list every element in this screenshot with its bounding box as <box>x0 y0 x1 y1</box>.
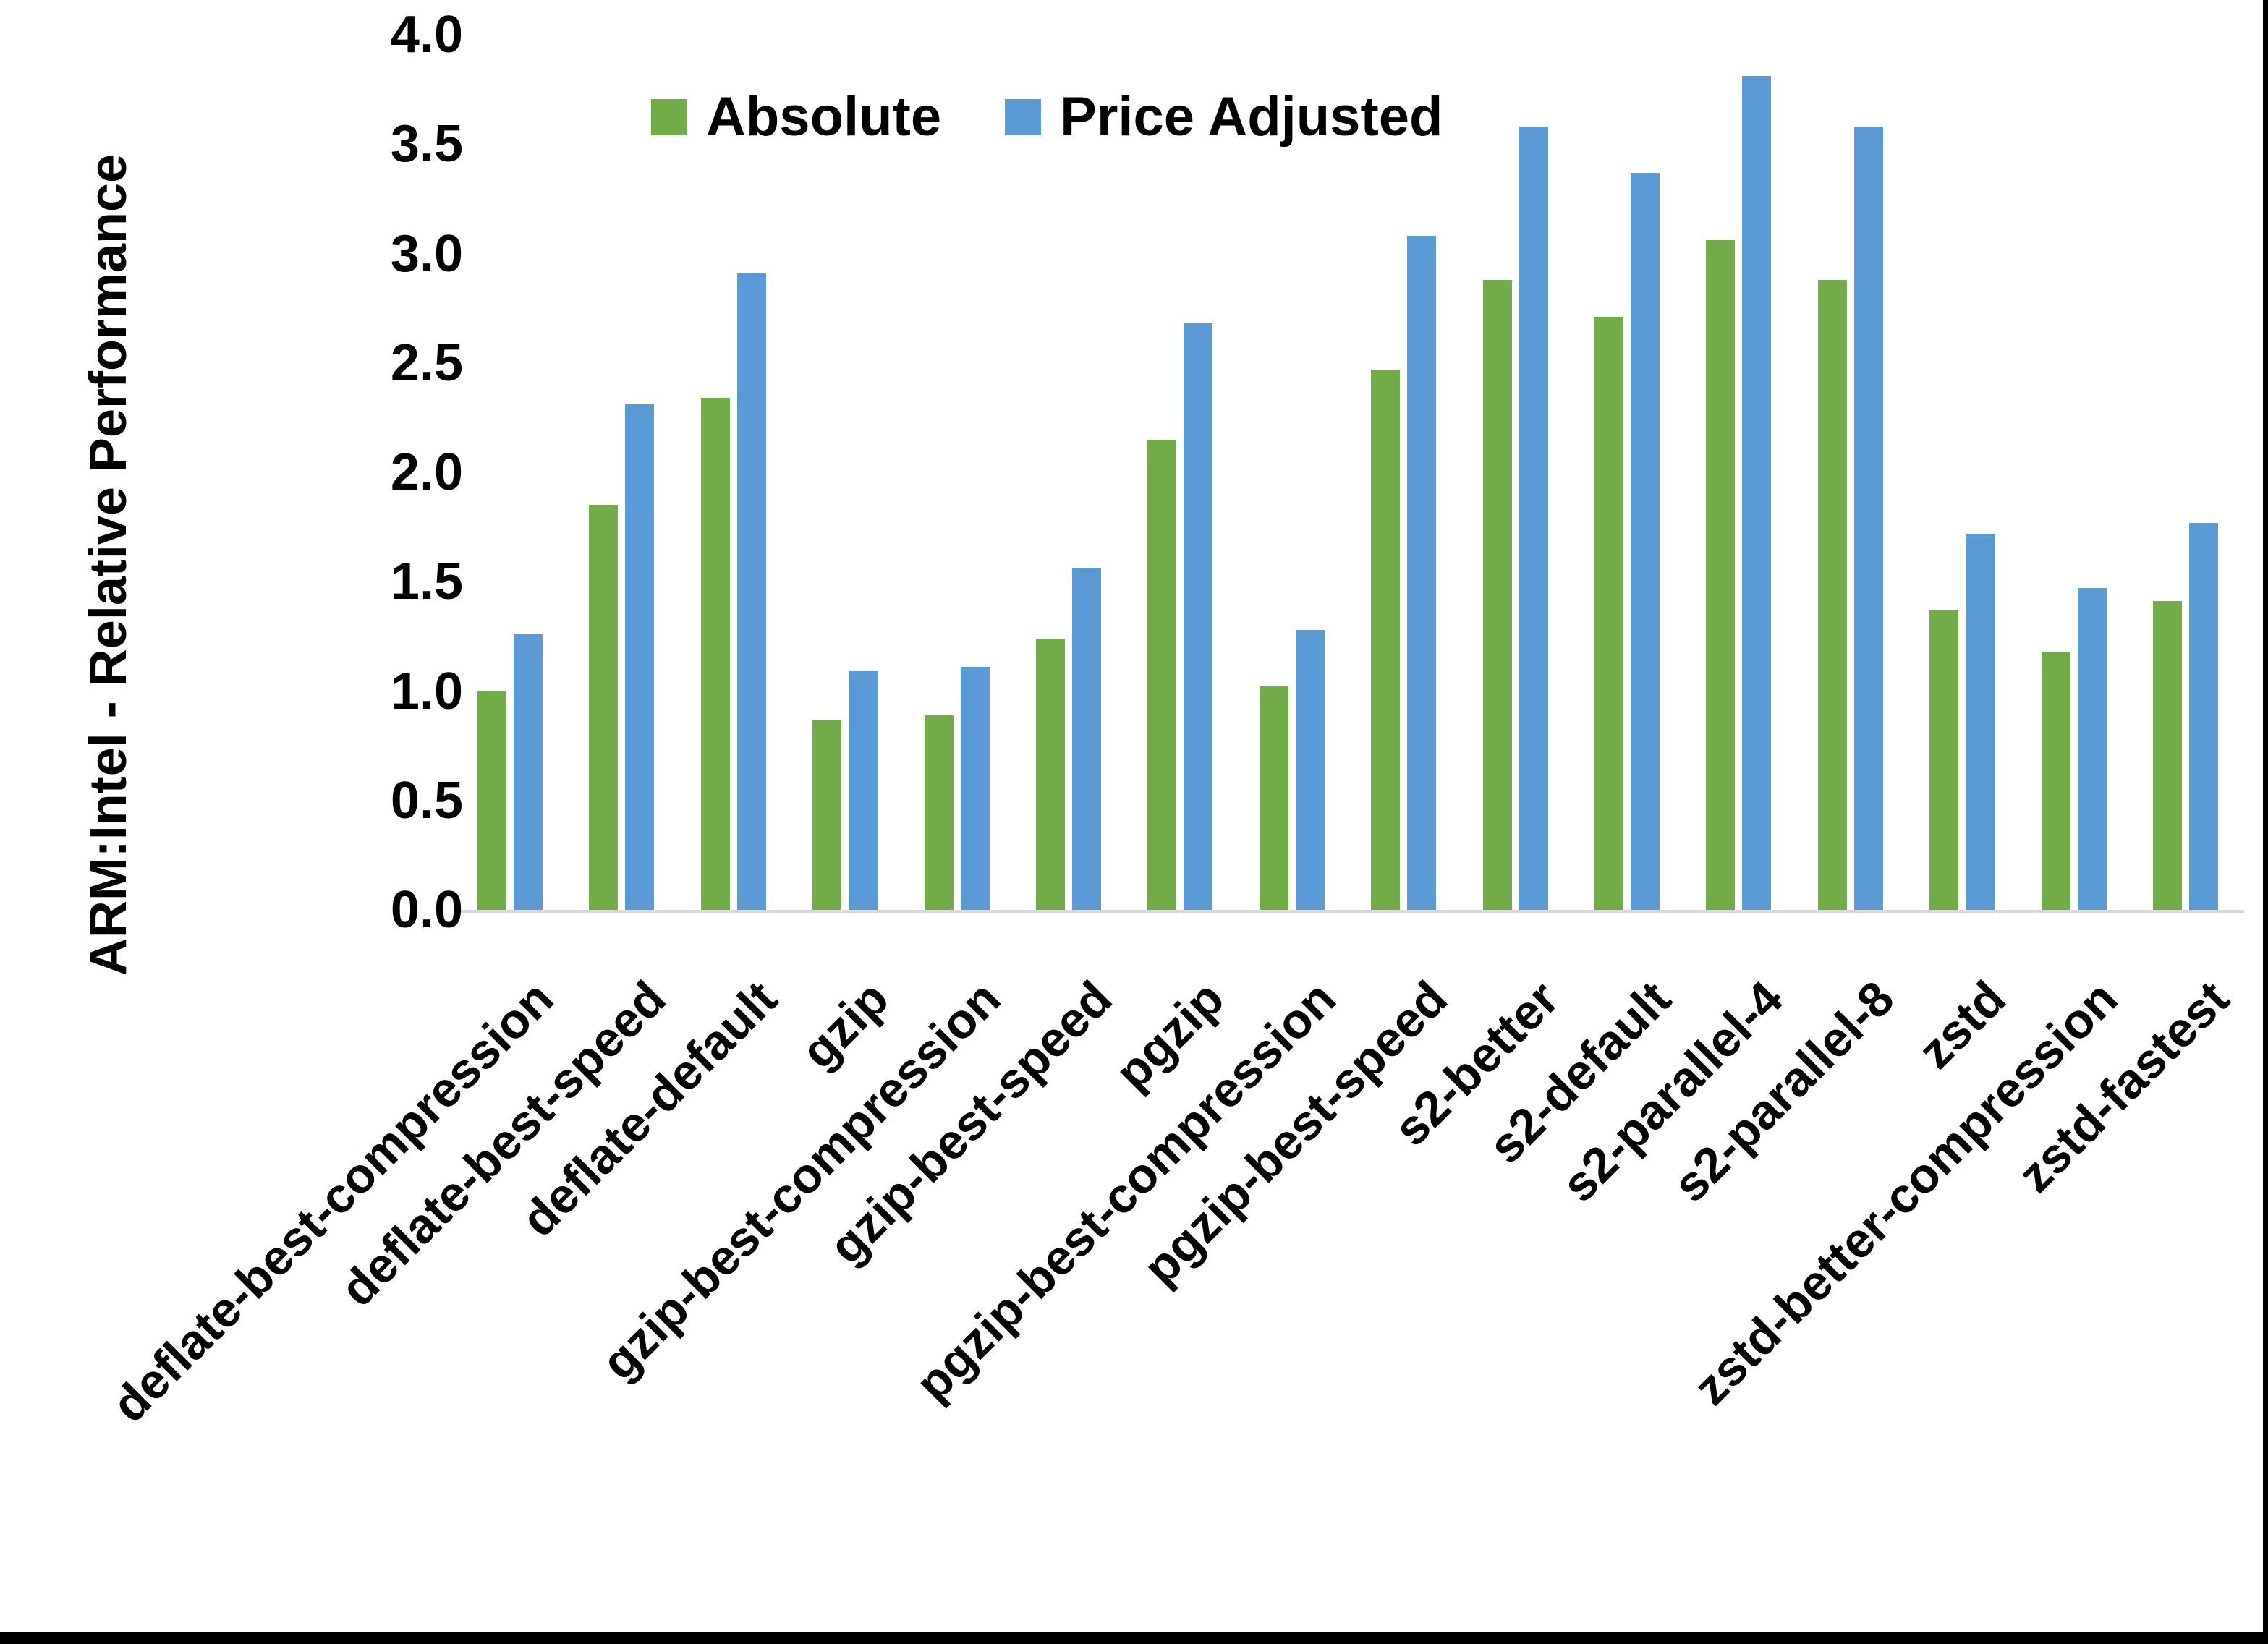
bar-price-adjusted-gzip <box>849 671 878 910</box>
legend-label-absolute: Absolute <box>706 86 942 148</box>
bar-absolute-deflate-best-compression <box>477 691 506 910</box>
bar-absolute-gzip <box>812 719 842 910</box>
bar-price-adjusted-s2-parallel-4 <box>1742 76 1772 910</box>
y-tick-label-1.0: 1.0 <box>390 662 463 720</box>
bar-absolute-s2-default <box>1594 317 1623 910</box>
bar-price-adjusted-gzip-best-speed <box>1072 568 1101 910</box>
bar-price-adjusted-s2-default <box>1631 172 1660 910</box>
bar-absolute-zstd-better-compression <box>2041 652 2070 910</box>
bar-absolute-pgzip-best-speed <box>1371 369 1401 910</box>
bar-absolute-zstd <box>1929 610 1959 910</box>
bar-absolute-pgzip <box>1147 439 1177 910</box>
x-tick-label-deflate-best-compression: deflate-best-compression <box>101 971 564 1434</box>
y-tick-label-2.5: 2.5 <box>390 333 463 392</box>
legend-swatch-absolute-icon <box>651 98 687 135</box>
legend-item-price-adjusted: Price Adjusted <box>1005 85 1443 148</box>
bar-absolute-s2-parallel-8 <box>1817 279 1847 910</box>
y-tick-label-0.5: 0.5 <box>390 771 463 830</box>
screenshot-right-edge <box>2263 0 2268 1644</box>
bar-price-adjusted-pgzip-best-speed <box>1407 236 1437 910</box>
bar-price-adjusted-zstd <box>1966 533 1995 910</box>
bar-absolute-s2-parallel-4 <box>1706 240 1736 910</box>
bar-price-adjusted-deflate-best-compression <box>514 634 543 910</box>
y-tick-label-0.0: 0.0 <box>390 881 463 939</box>
y-tick-label-4.0: 4.0 <box>390 6 463 64</box>
y-tick-label-1.5: 1.5 <box>390 553 463 611</box>
bar-price-adjusted-deflate-best-speed <box>625 404 655 910</box>
legend-item-absolute: Absolute <box>651 85 941 148</box>
bar-price-adjusted-s2-better <box>1519 127 1548 910</box>
bar-price-adjusted-zstd-better-compression <box>2077 588 2107 910</box>
y-tick-label-2.0: 2.0 <box>390 443 463 501</box>
legend: Absolute Price Adjusted <box>651 85 1443 148</box>
bar-price-adjusted-pgzip <box>1184 323 1213 910</box>
bar-absolute-zstd-fastest <box>2153 601 2182 910</box>
bar-absolute-gzip-best-compression <box>924 715 954 910</box>
bar-absolute-s2-better <box>1482 279 1512 910</box>
y-tick-label-3.0: 3.0 <box>390 224 463 283</box>
bar-price-adjusted-s2-parallel-8 <box>1853 127 1883 910</box>
screenshot-bottom-edge <box>0 1632 2268 1644</box>
x-axis-line <box>456 910 2244 913</box>
bar-price-adjusted-gzip-best-compression <box>960 667 990 910</box>
bar-absolute-deflate-best-speed <box>589 505 619 910</box>
bar-absolute-gzip-best-speed <box>1036 638 1065 910</box>
legend-label-price-adjusted: Price Adjusted <box>1060 86 1443 148</box>
legend-swatch-price-adjusted-icon <box>1005 98 1042 135</box>
bar-price-adjusted-pgzip-best-compression <box>1295 629 1325 910</box>
bar-absolute-deflate-default <box>700 398 730 910</box>
y-tick-label-3.5: 3.5 <box>390 115 463 174</box>
bar-absolute-pgzip-best-compression <box>1259 686 1288 910</box>
bar-price-adjusted-deflate-default <box>736 273 766 910</box>
bar-price-adjusted-zstd-fastest <box>2189 522 2218 910</box>
